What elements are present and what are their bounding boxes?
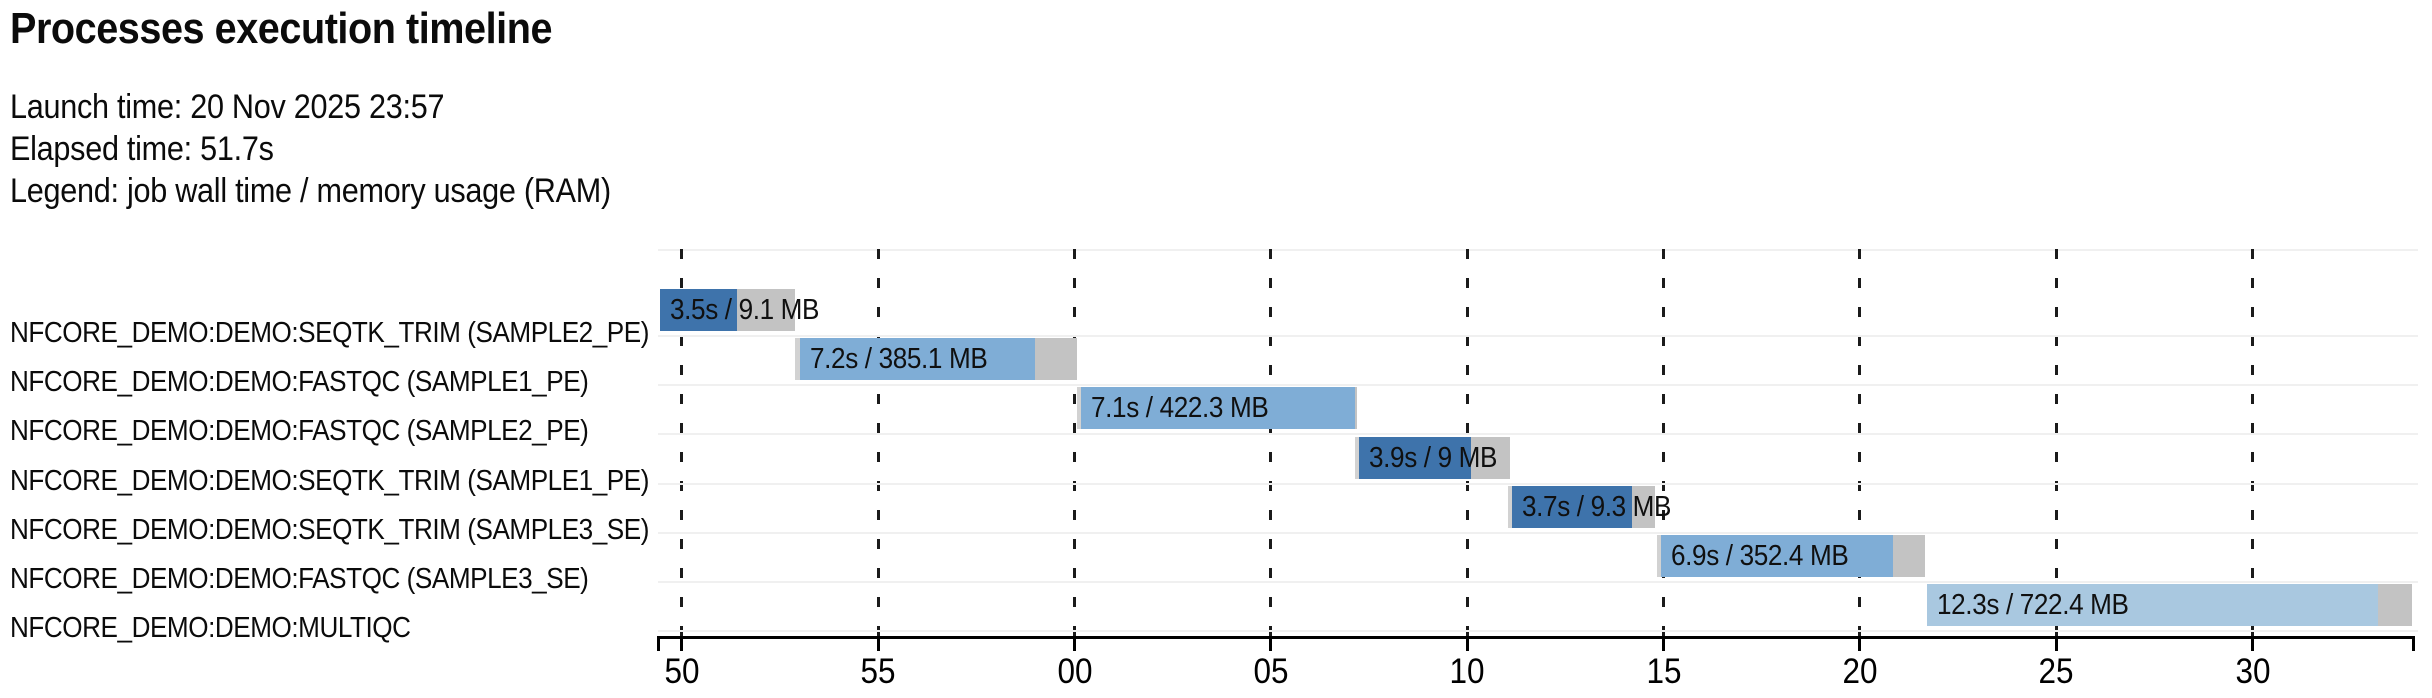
task-value-text: 3.9s / 9 MB: [1368, 441, 1497, 474]
task-bar-post: [736, 289, 796, 331]
process-label-text: NFCORE_DEMO:DEMO:FASTQC (SAMPLE1_PE): [10, 366, 589, 399]
page-title: Processes execution timeline: [10, 4, 612, 54]
task-bar-pre: [1508, 485, 1513, 528]
task-bar: [1656, 535, 1926, 577]
task-bar-post: [1632, 485, 1656, 528]
x-axis-tick-label: 10: [1449, 652, 1485, 691]
task-bar-run: [1358, 436, 1471, 479]
elapsed-time-line: Elapsed time: 51.7s: [10, 130, 274, 168]
task-bar-run: [1660, 535, 1893, 577]
page-title-text: Processes execution timeline: [10, 4, 553, 53]
x-axis-tick: [1662, 636, 1666, 651]
row-separator: [658, 433, 2418, 436]
x-axis-tick: [1269, 636, 1273, 651]
x-axis-tick: [876, 636, 880, 651]
x-axis-tick: [1858, 636, 1862, 651]
task-bar-post: [1354, 387, 1357, 430]
row-separator: [658, 335, 2418, 337]
task-bar-run: [1512, 485, 1633, 528]
row-separator: [658, 384, 2418, 387]
process-label-text: NFCORE_DEMO:DEMO:SEQTK_TRIM (SAMPLE2_PE): [10, 317, 649, 349]
gridline: [1858, 249, 1862, 636]
task-value-text: 3.7s / 9.3 MB: [1522, 490, 1672, 523]
gridline: [1269, 249, 1273, 636]
gridline: [680, 249, 684, 636]
process-label: NFCORE_DEMO:DEMO:SEQTK_TRIM (SAMPLE1_PE): [10, 463, 720, 499]
x-axis-tick-label: 05: [1253, 652, 1289, 691]
x-axis-tick-label: 30: [2235, 652, 2271, 691]
gridline: [2251, 249, 2255, 636]
task-bar-pre: [1354, 436, 1359, 479]
process-label: NFCORE_DEMO:DEMO:FASTQC (SAMPLE1_PE): [10, 364, 653, 400]
x-axis-tick: [2054, 636, 2058, 651]
x-axis-tick-label: 25: [2038, 652, 2074, 691]
task-bar: [1076, 387, 1357, 430]
task-value-label: 7.1s / 422.3 MB: [1091, 387, 1288, 429]
x-axis-tick: [680, 636, 684, 651]
task-bar-post: [2378, 584, 2413, 627]
task-value-text: 7.2s / 385.1 MB: [810, 343, 988, 376]
task-bar-post: [1892, 535, 1926, 577]
task-bar: [1508, 485, 1656, 528]
task-value-text: 6.9s / 352.4 MB: [1670, 540, 1849, 572]
x-axis-tick: [1465, 636, 1469, 651]
row-separator: [658, 581, 2418, 583]
gridline: [1073, 249, 1077, 636]
process-label: NFCORE_DEMO:DEMO:FASTQC (SAMPLE2_PE): [10, 413, 653, 449]
process-label-text: NFCORE_DEMO:DEMO:MULTIQC: [10, 612, 411, 645]
task-bar-post: [1470, 436, 1510, 479]
x-axis-tick-label: 00: [1057, 652, 1093, 691]
process-label: NFCORE_DEMO:DEMO:MULTIQC: [10, 610, 455, 646]
launch-time-line: Launch time: 20 Nov 2025 23:57: [10, 88, 445, 126]
x-axis-end-cap: [2412, 639, 2415, 651]
task-bar: [1354, 436, 1510, 479]
x-axis-tick-label: 50: [664, 652, 700, 691]
x-axis-tick-label: 20: [1842, 652, 1878, 691]
gridline: [2054, 249, 2058, 636]
task-value-label: 3.7s / 9.3 MB: [1522, 486, 1688, 528]
x-axis-end-cap: [657, 639, 660, 651]
task-bar-run: [660, 289, 737, 331]
task-bar-post: [1035, 338, 1078, 381]
task-value-label: 12.3s / 722.4 MB: [1937, 584, 2150, 626]
task-bar-run: [1080, 387, 1355, 430]
task-value-text: 3.5s / 9.1 MB: [670, 294, 820, 326]
task-bar-pre: [1076, 387, 1081, 430]
x-axis-tick: [2251, 636, 2255, 651]
process-label-text: NFCORE_DEMO:DEMO:SEQTK_TRIM (SAMPLE1_PE): [10, 464, 649, 497]
process-label: NFCORE_DEMO:DEMO:FASTQC (SAMPLE3_SE): [10, 561, 653, 597]
task-value-text: 7.1s / 422.3 MB: [1090, 392, 1269, 425]
task-bar-pre: [1656, 535, 1661, 577]
process-label-text: NFCORE_DEMO:DEMO:FASTQC (SAMPLE3_SE): [10, 563, 589, 595]
task-bar: [1927, 584, 2413, 627]
task-value-label: 6.9s / 352.4 MB: [1671, 535, 1868, 577]
task-bar-pre: [795, 338, 801, 381]
task-value-text: 12.3s / 722.4 MB: [1937, 589, 2129, 622]
process-label: NFCORE_DEMO:DEMO:SEQTK_TRIM (SAMPLE2_PE): [10, 315, 720, 351]
row-separator: [658, 482, 2418, 485]
x-axis-tick-label: 15: [1646, 652, 1682, 691]
x-axis-tick: [1073, 636, 1077, 651]
chart-top-border: [658, 249, 2418, 251]
task-bar-run: [1927, 584, 2379, 627]
process-label-text: NFCORE_DEMO:DEMO:FASTQC (SAMPLE2_PE): [10, 415, 589, 448]
x-axis-line: [657, 636, 2415, 639]
task-value-label: 3.9s / 9 MB: [1369, 437, 1511, 479]
row-separator: [658, 630, 2418, 633]
task-value-label: 3.5s / 9.1 MB: [670, 289, 836, 331]
task-bar-run: [800, 338, 1036, 381]
legend-line: Legend: job wall time / memory usage (RA…: [10, 172, 611, 210]
process-label: NFCORE_DEMO:DEMO:SEQTK_TRIM (SAMPLE3_SE): [10, 512, 720, 548]
gridline: [876, 249, 880, 636]
gridline: [1662, 249, 1666, 636]
task-bar: [795, 338, 1078, 381]
process-label-text: NFCORE_DEMO:DEMO:SEQTK_TRIM (SAMPLE3_SE): [10, 513, 649, 546]
x-axis-tick-label: 55: [860, 652, 896, 691]
task-value-label: 7.2s / 385.1 MB: [810, 338, 1007, 380]
task-bar: [660, 289, 796, 331]
row-separator: [658, 531, 2418, 534]
